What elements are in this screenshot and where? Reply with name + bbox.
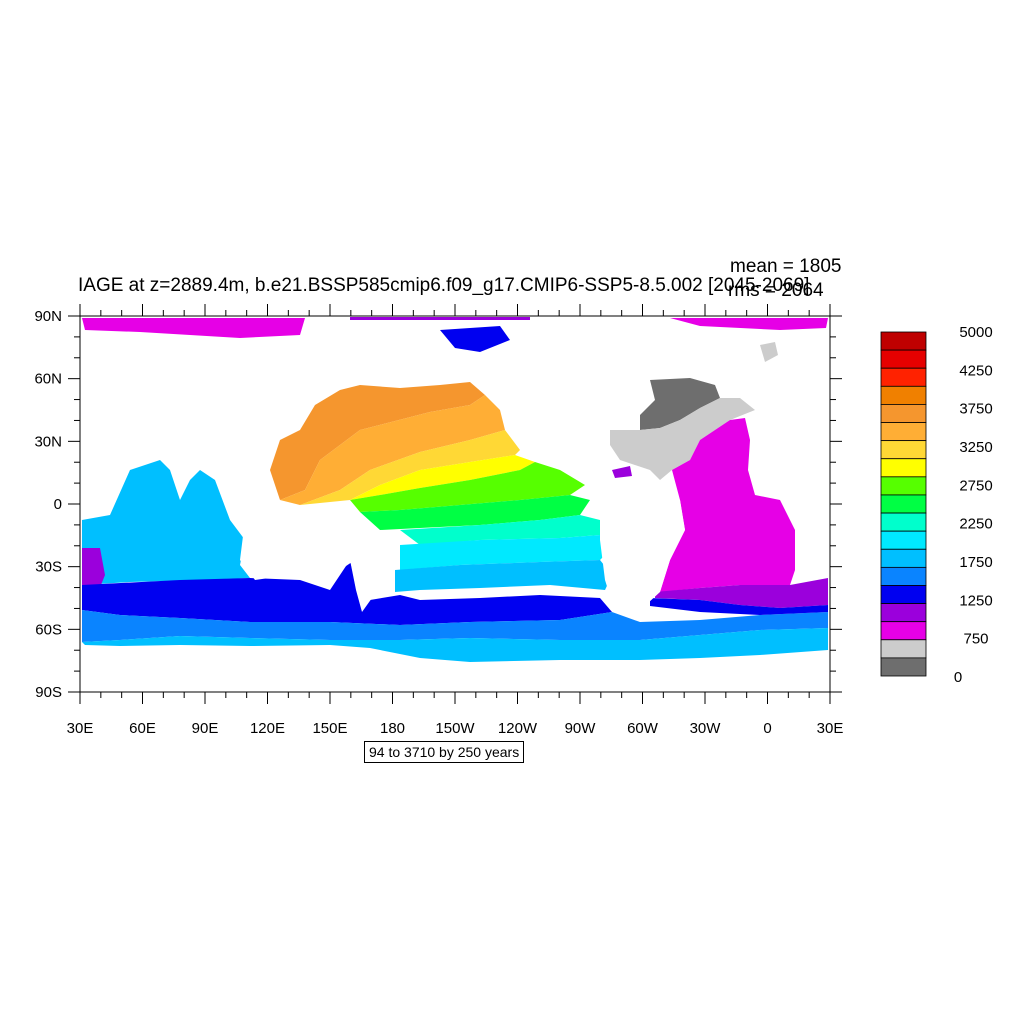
colorbar-swatch xyxy=(880,476,927,496)
south-bluemid xyxy=(82,610,828,642)
colorbar-label: 3250 xyxy=(959,439,992,456)
colorbar-swatch xyxy=(880,530,927,550)
colorbar-swatch xyxy=(880,548,927,568)
ocean-age-field xyxy=(82,317,828,662)
x-tick-label: 120W xyxy=(498,720,538,737)
colorbar-swatch xyxy=(880,566,927,586)
npac-orange xyxy=(270,382,485,500)
indian-sky xyxy=(82,460,250,585)
arctic-blue xyxy=(440,326,510,352)
x-tick-label: 30W xyxy=(690,720,722,737)
arctic-magenta-east xyxy=(670,318,828,330)
y-tick-label: 0 xyxy=(54,496,62,513)
spac-cyan xyxy=(400,535,610,570)
colorbar xyxy=(880,331,927,677)
colorbar-swatch xyxy=(880,621,927,641)
contour-info-box: 94 to 3710 by 250 years xyxy=(364,741,525,763)
x-tick-label: 60E xyxy=(129,720,156,737)
colorbar-swatch xyxy=(880,331,927,351)
colorbar-swatch xyxy=(880,512,927,532)
npac-orange-light xyxy=(280,395,505,505)
natl-gray-dark xyxy=(640,378,720,430)
eqpac-lime xyxy=(350,462,585,512)
x-tick-label: 0 xyxy=(763,720,771,737)
colorbar-label: 2750 xyxy=(959,477,992,494)
x-tick-label: 60W xyxy=(627,720,659,737)
colorbar-label: 5000 xyxy=(959,324,992,341)
x-axis-labels: 30E 60E 90E 120E 150E 180 150W 120W 90W 60W 30W 0 30… xyxy=(67,720,844,737)
arctic-purple-line xyxy=(350,317,530,320)
y-tick-label: 90S xyxy=(35,684,62,701)
colorbar-label: 750 xyxy=(963,631,988,648)
x-tick-label: 150E xyxy=(312,720,347,737)
colorbar-swatch xyxy=(880,440,927,460)
y-tick-label: 90N xyxy=(34,308,62,325)
colorbar-label: 2250 xyxy=(959,516,992,533)
arctic-magenta xyxy=(82,318,305,338)
satl-purple xyxy=(655,578,828,608)
plot-title: IAGE at z=2889.4m, b.e21.BSSP585cmip6.f0… xyxy=(78,275,810,296)
colorbar-label: 1250 xyxy=(959,592,992,609)
colorbar-swatch xyxy=(880,657,927,677)
south-sky xyxy=(82,628,828,662)
spac-sky xyxy=(395,560,612,592)
colorbar-label: 3750 xyxy=(959,401,992,418)
y-tick-label: 60N xyxy=(34,371,62,388)
colorbar-swatch xyxy=(880,422,927,442)
npac-yellow xyxy=(350,455,535,500)
colorbar-swatch xyxy=(880,458,927,478)
gulf-purple xyxy=(612,466,632,478)
y-tick-label: 30N xyxy=(34,433,62,450)
south-blue xyxy=(82,560,612,625)
y-axis-ticks xyxy=(68,315,842,693)
eqpac-aqua xyxy=(400,515,600,545)
satl-blue xyxy=(650,598,828,615)
colorbar-swatch xyxy=(880,385,927,405)
samerica-land xyxy=(600,485,685,615)
colorbar-swatch xyxy=(880,404,927,423)
rms-label: rms = 2064 xyxy=(728,280,824,301)
colorbar-labels: 5000 4250 3750 3250 2750 2250 1750 1250 750 0 xyxy=(954,324,993,686)
y-tick-label: 30S xyxy=(35,559,62,576)
y-tick-label: 60S xyxy=(35,621,62,638)
colorbar-label: 4250 xyxy=(959,362,992,379)
colorbar-swatch xyxy=(880,367,927,387)
natl-gray-light xyxy=(610,398,755,480)
arctic-gray xyxy=(760,342,778,362)
colorbar-swatch xyxy=(880,603,927,623)
atl-magenta xyxy=(660,418,795,592)
eqpac-green xyxy=(360,495,590,530)
nz-land xyxy=(350,556,372,612)
colorbar-swatch xyxy=(880,349,927,369)
npac-gold xyxy=(300,430,520,505)
colorbar-swatch xyxy=(880,494,927,514)
x-tick-label: 90W xyxy=(565,720,597,737)
colorbar-label: 1750 xyxy=(959,554,992,571)
x-tick-label: 150W xyxy=(435,720,475,737)
mean-label: mean = 1805 xyxy=(730,256,842,277)
colorbar-swatch xyxy=(880,639,927,659)
australia-land xyxy=(240,515,360,580)
x-tick-label: 30E xyxy=(67,720,94,737)
y-axis-labels: 90N 60N 30N 0 30S 60S 90S xyxy=(34,308,62,701)
colorbar-swatch xyxy=(880,585,927,604)
x-axis-ticks xyxy=(79,304,831,704)
x-tick-label: 120E xyxy=(250,720,285,737)
colorbar-label: 0 xyxy=(954,669,962,686)
x-tick-label: 90E xyxy=(192,720,219,737)
x-tick-label: 30E xyxy=(817,720,844,737)
x-tick-label: 180 xyxy=(380,720,405,737)
